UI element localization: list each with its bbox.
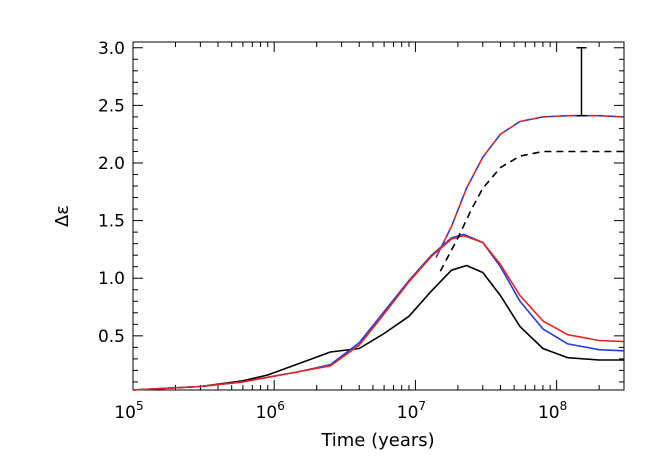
y-tick-label: 2.0: [98, 154, 125, 174]
y-tick-label: 1.0: [98, 269, 125, 289]
error-bar-group: [576, 47, 587, 117]
y-tick-label: 1.5: [98, 212, 125, 232]
x-tick-label-base: 10: [114, 403, 136, 423]
y-axis-label: Δε: [52, 205, 73, 227]
y-tick-label: 0.5: [98, 327, 125, 347]
y-tick-labels: 0.5 1.0 1.5 2.0 2.5 3.0: [98, 39, 125, 347]
series-line-4: [439, 150, 624, 272]
x-axis-label: Time (years): [320, 430, 434, 451]
x-tick-label-exponent: 6: [277, 399, 285, 413]
x-tick-label-base: 10: [397, 403, 419, 423]
x-tick-label: 105: [114, 399, 143, 423]
x-tick-labels: 105 106 107 108: [114, 399, 567, 423]
series-line-3: [132, 234, 625, 391]
series-line-2: [132, 233, 625, 391]
x-tick-label: 108: [538, 399, 567, 423]
plot-frame: [132, 41, 625, 391]
x-tick-label-exponent: 8: [560, 399, 568, 413]
x-tick-label-exponent: 7: [418, 399, 426, 413]
x-tick-label: 106: [256, 399, 285, 423]
x-tick-label-exponent: 5: [136, 399, 144, 413]
y-tick-label: 2.5: [98, 96, 125, 116]
series-line-1: [132, 264, 624, 391]
x-tick-label-base: 10: [538, 403, 560, 423]
x-tick-label-base: 10: [256, 403, 278, 423]
series-group: [132, 114, 625, 391]
y-tick-label: 3.0: [98, 39, 125, 59]
x-tick-label: 107: [397, 399, 426, 423]
